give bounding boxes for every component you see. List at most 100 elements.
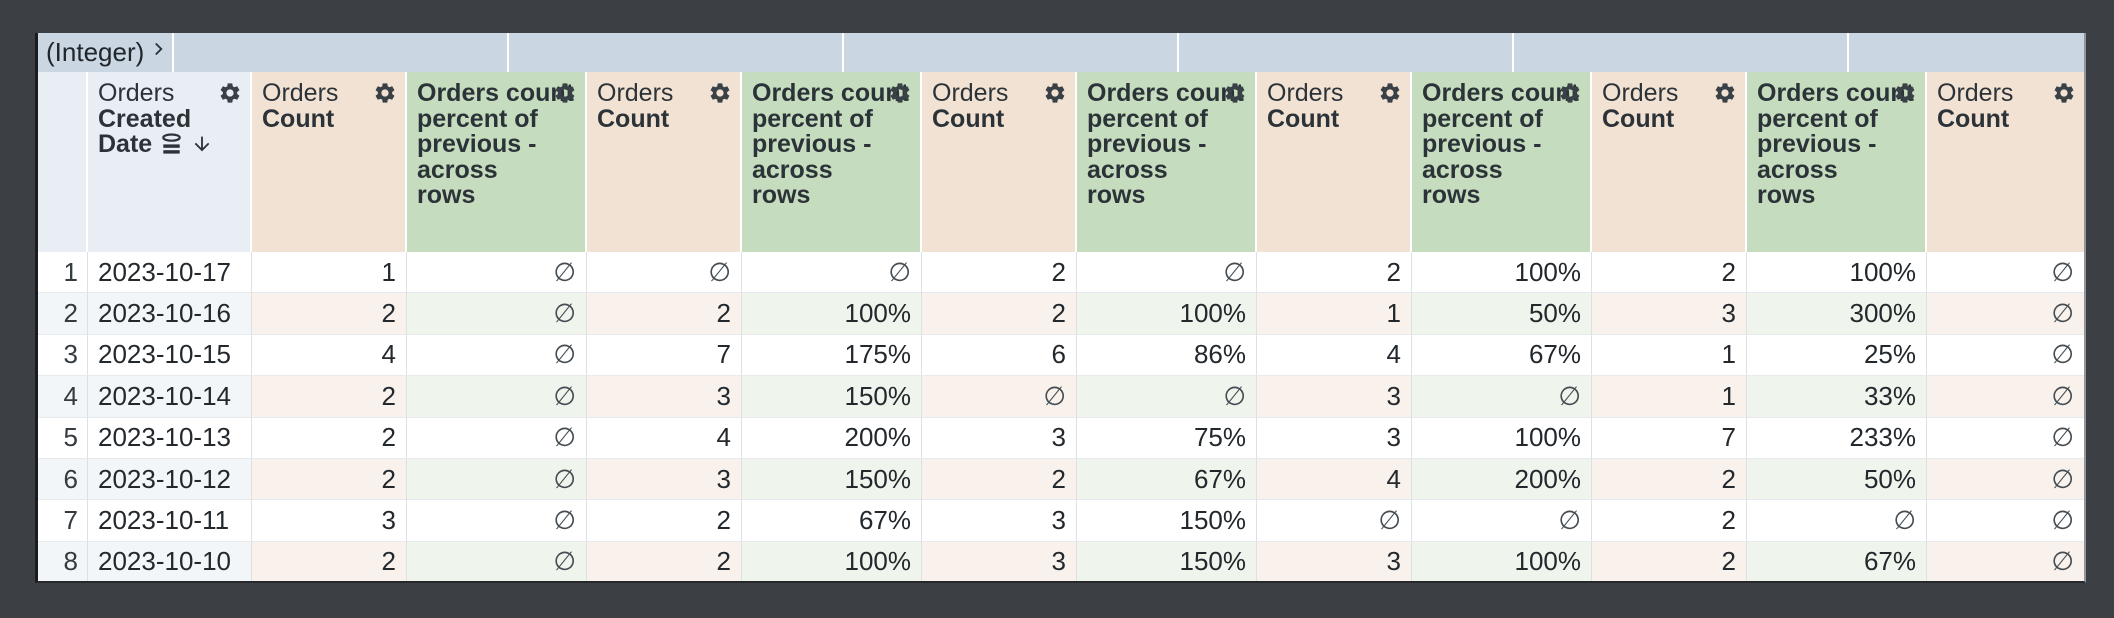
cell-orders-count[interactable]: ∅: [922, 376, 1077, 418]
cell-percent-of-previous[interactable]: 150%: [742, 458, 922, 501]
cell-percent-of-previous[interactable]: 50%: [1747, 458, 1927, 501]
cell-orders-count[interactable]: 2: [1257, 252, 1412, 294]
gear-icon[interactable]: [1378, 81, 1402, 111]
gear-icon[interactable]: [1893, 81, 1917, 111]
cell-created-date[interactable]: 2023-10-11: [88, 500, 252, 542]
gear-icon[interactable]: [888, 81, 912, 111]
gear-icon[interactable]: [218, 81, 242, 111]
cell-orders-count[interactable]: 7: [587, 334, 742, 377]
column-header-orders-count[interactable]: Orders Count: [252, 72, 407, 252]
cell-percent-of-previous[interactable]: 100%: [742, 541, 922, 581]
gear-icon[interactable]: [708, 81, 732, 111]
cell-percent-of-previous[interactable]: 233%: [1747, 417, 1927, 459]
cell-created-date[interactable]: 2023-10-17: [88, 252, 252, 294]
cell-orders-count[interactable]: 2: [587, 541, 742, 581]
cell-orders-count[interactable]: 2: [587, 293, 742, 335]
column-header-orders-count[interactable]: Orders Count: [1257, 72, 1412, 252]
cell-percent-of-previous[interactable]: ∅: [1412, 500, 1592, 542]
cell-percent-of-previous[interactable]: ∅: [407, 541, 587, 581]
cell-created-date[interactable]: 2023-10-15: [88, 334, 252, 377]
cell-percent-of-previous[interactable]: ∅: [407, 334, 587, 377]
gear-icon[interactable]: [373, 81, 397, 111]
cell-orders-count[interactable]: 3: [1257, 541, 1412, 581]
gear-icon[interactable]: [1043, 81, 1067, 111]
cell-orders-count[interactable]: 1: [252, 252, 407, 294]
column-header-orders-count[interactable]: Orders Count: [587, 72, 742, 252]
cell-orders-count[interactable]: 2: [587, 500, 742, 542]
cell-percent-of-previous[interactable]: 75%: [1077, 417, 1257, 459]
cell-percent-of-previous[interactable]: 100%: [1412, 417, 1592, 459]
cell-percent-of-previous[interactable]: 100%: [1412, 541, 1592, 581]
cell-orders-count[interactable]: 4: [252, 334, 407, 377]
cell-percent-of-previous[interactable]: ∅: [407, 417, 587, 459]
cell-orders-count[interactable]: ∅: [1927, 376, 2084, 418]
cell-orders-count[interactable]: ∅: [1927, 500, 2084, 542]
column-header-orders-created-date[interactable]: Orders Created Date: [88, 72, 252, 252]
column-header-orders-count-percent-of-previous[interactable]: Orders count percent of previous - acros…: [742, 72, 922, 252]
cell-percent-of-previous[interactable]: 67%: [1747, 541, 1927, 581]
cell-percent-of-previous[interactable]: 100%: [742, 293, 922, 335]
cell-orders-count[interactable]: ∅: [587, 252, 742, 294]
cell-orders-count[interactable]: 1: [1592, 334, 1747, 377]
cell-percent-of-previous[interactable]: 100%: [1077, 293, 1257, 335]
cell-orders-count[interactable]: 2: [252, 376, 407, 418]
cell-percent-of-previous[interactable]: ∅: [407, 500, 587, 542]
cell-created-date[interactable]: 2023-10-10: [88, 541, 252, 581]
cell-orders-count[interactable]: 2: [252, 541, 407, 581]
cell-percent-of-previous[interactable]: 300%: [1747, 293, 1927, 335]
cell-percent-of-previous[interactable]: 200%: [742, 417, 922, 459]
cell-created-date[interactable]: 2023-10-13: [88, 417, 252, 459]
cell-orders-count[interactable]: 2: [922, 252, 1077, 294]
column-header-orders-count[interactable]: Orders Count: [922, 72, 1077, 252]
cell-percent-of-previous[interactable]: 67%: [1412, 334, 1592, 377]
column-header-orders-count-percent-of-previous[interactable]: Orders count percent of previous - acros…: [407, 72, 587, 252]
cell-orders-count[interactable]: 2: [1592, 541, 1747, 581]
cell-percent-of-previous[interactable]: ∅: [1077, 252, 1257, 294]
cell-percent-of-previous[interactable]: ∅: [1747, 500, 1927, 542]
cell-orders-count[interactable]: 2: [922, 458, 1077, 501]
cell-percent-of-previous[interactable]: 86%: [1077, 334, 1257, 377]
cell-percent-of-previous[interactable]: 150%: [1077, 500, 1257, 542]
cell-created-date[interactable]: 2023-10-12: [88, 458, 252, 501]
cell-orders-count[interactable]: 3: [1592, 293, 1747, 335]
cell-percent-of-previous[interactable]: ∅: [1077, 376, 1257, 418]
cell-orders-count[interactable]: 3: [922, 500, 1077, 542]
cell-orders-count[interactable]: 4: [1257, 458, 1412, 501]
cell-percent-of-previous[interactable]: 100%: [1747, 252, 1927, 294]
gear-icon[interactable]: [553, 81, 577, 111]
cell-percent-of-previous[interactable]: ∅: [407, 252, 587, 294]
cell-percent-of-previous[interactable]: ∅: [407, 458, 587, 501]
cell-percent-of-previous[interactable]: 200%: [1412, 458, 1592, 501]
cell-orders-count[interactable]: 6: [922, 334, 1077, 377]
cell-orders-count[interactable]: 2: [1592, 500, 1747, 542]
column-header-orders-count[interactable]: Orders Count: [1927, 72, 2084, 252]
cell-orders-count[interactable]: 3: [252, 500, 407, 542]
cell-percent-of-previous[interactable]: ∅: [742, 252, 922, 294]
cell-percent-of-previous[interactable]: 150%: [742, 376, 922, 418]
sort-desc-icon[interactable]: [191, 132, 213, 158]
gear-icon[interactable]: [1558, 81, 1582, 111]
chevron-right-icon[interactable]: [146, 36, 172, 69]
gear-icon[interactable]: [1223, 81, 1247, 111]
cell-orders-count[interactable]: ∅: [1927, 334, 2084, 377]
cell-orders-count[interactable]: 4: [1257, 334, 1412, 377]
dimension-fill-icon[interactable]: [159, 132, 184, 158]
cell-percent-of-previous[interactable]: 50%: [1412, 293, 1592, 335]
cell-created-date[interactable]: 2023-10-14: [88, 376, 252, 418]
cell-orders-count[interactable]: ∅: [1927, 458, 2084, 501]
cell-percent-of-previous[interactable]: 100%: [1412, 252, 1592, 294]
cell-percent-of-previous[interactable]: 67%: [742, 500, 922, 542]
cell-orders-count[interactable]: 2: [252, 458, 407, 501]
gear-icon[interactable]: [1713, 81, 1737, 111]
column-header-orders-count-percent-of-previous[interactable]: Orders count percent of previous - acros…: [1747, 72, 1927, 252]
cell-percent-of-previous[interactable]: ∅: [407, 293, 587, 335]
cell-orders-count[interactable]: 2: [252, 293, 407, 335]
cell-percent-of-previous[interactable]: ∅: [1412, 376, 1592, 418]
cell-orders-count[interactable]: ∅: [1927, 541, 2084, 581]
cell-orders-count[interactable]: 3: [1257, 417, 1412, 459]
cell-percent-of-previous[interactable]: 67%: [1077, 458, 1257, 501]
pivot-field-label[interactable]: (Integer): [38, 33, 175, 72]
cell-orders-count[interactable]: 4: [587, 417, 742, 459]
cell-orders-count[interactable]: 2: [922, 293, 1077, 335]
cell-orders-count[interactable]: 3: [587, 376, 742, 418]
